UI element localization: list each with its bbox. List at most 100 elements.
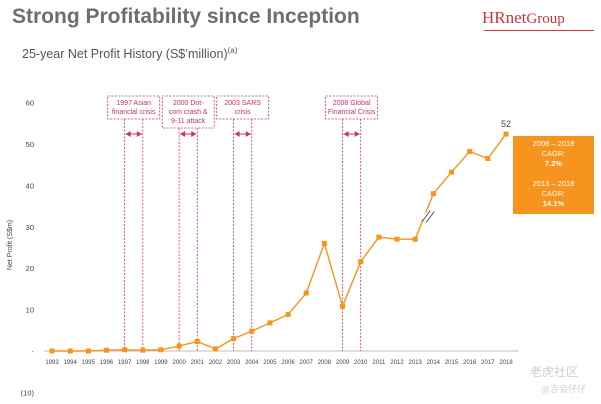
annotation-box: [107, 95, 161, 120]
x-tick-label: 2002: [209, 360, 223, 366]
y-tick-label: -: [32, 347, 35, 356]
data-point: [194, 338, 200, 344]
x-tick-label: 2016: [463, 360, 477, 366]
cagr-period: 2008 – 2018: [532, 139, 575, 148]
page-title: Strong Profitability since Inception: [12, 5, 360, 28]
annotation-box: [325, 95, 379, 120]
x-tick-label: 2003: [227, 360, 241, 366]
x-tick-label: 2008: [318, 360, 332, 366]
annotation-box: [161, 95, 215, 129]
data-point: [103, 347, 109, 353]
data-point: [376, 234, 382, 240]
data-point: [176, 343, 182, 349]
cagr-value: 14.1%: [542, 199, 565, 208]
annotation-label: 2003 SARS: [224, 100, 261, 107]
y-tick-label: 10: [26, 306, 34, 315]
x-tick-label: 1996: [100, 360, 114, 366]
cagr-box-2008-2018: 2008 – 2018 CAGR: 7.2%: [513, 136, 594, 177]
data-point: [449, 169, 455, 175]
watermark-handle: @吉会仔仔: [541, 385, 587, 395]
annotation-label: 9-11 attack: [171, 118, 206, 125]
data-point: [394, 236, 400, 242]
x-tick-label: 2004: [245, 360, 259, 366]
annotation-arrowhead: [354, 131, 360, 137]
axis-break-mark: [425, 211, 435, 223]
x-tick-label: 2001: [191, 360, 205, 366]
x-tick-label: 1994: [63, 360, 77, 366]
data-point: [430, 191, 436, 197]
x-tick-label: 2009: [336, 360, 350, 366]
y-tick-label: 50: [26, 140, 34, 149]
cagr-period: 2013 – 2018: [532, 179, 575, 188]
company-logo: HRnetGroup: [482, 8, 565, 28]
data-point: [122, 347, 128, 353]
data-point: [249, 328, 255, 334]
logo-main: HRnet: [482, 8, 527, 27]
data-point: [267, 320, 273, 326]
data-point: [340, 303, 346, 309]
annotation-arrowhead: [125, 131, 131, 137]
x-tick-label: 2005: [263, 360, 277, 366]
y-tick-label: 60: [26, 99, 34, 108]
annotation-label: com crash &: [169, 109, 208, 116]
x-tick-label: 2014: [427, 360, 441, 366]
annotation-arrowhead: [245, 131, 251, 137]
annotation-arrowhead: [234, 131, 240, 137]
logo-sub: Group: [526, 11, 565, 27]
x-tick-label: 1999: [154, 360, 168, 366]
subtitle-text: 25-year Net Profit History (S$’million): [22, 47, 228, 62]
logo-underline: [484, 30, 594, 31]
data-point: [358, 259, 364, 265]
annotation-label: Financial Crisis: [328, 109, 376, 116]
data-point: [158, 347, 164, 353]
annotation-label: 2008 Global: [333, 100, 371, 107]
data-point: [412, 236, 418, 242]
data-point: [467, 148, 473, 154]
data-point: [485, 155, 491, 161]
data-point: [140, 347, 146, 353]
cagr-label: CAGR:: [541, 189, 566, 198]
y-tick-label: (10): [21, 388, 35, 397]
x-tick-label: 2000: [172, 360, 186, 366]
y-axis-label: Net Profit (S$m): [7, 220, 14, 270]
subtitle-footnote-marker: (a): [227, 46, 238, 55]
annotation-arrowhead: [343, 131, 349, 137]
annotation-label: 1997 Asian: [116, 100, 151, 107]
data-point: [85, 348, 91, 354]
chart-subtitle: 25-year Net Profit History (S$’million)(…: [22, 46, 237, 61]
data-point: [321, 240, 327, 246]
series-line: [52, 133, 507, 352]
x-tick-label: 2006: [281, 360, 295, 366]
x-tick-label: 1993: [45, 360, 59, 366]
x-tick-label: 2010: [354, 360, 368, 366]
data-point: [67, 348, 73, 354]
x-tick-label: 2013: [409, 360, 423, 366]
x-tick-label: 1998: [136, 360, 150, 366]
annotation-box: [216, 95, 270, 120]
x-tick-label: 1997: [118, 360, 132, 366]
end-value-label: 52: [501, 119, 511, 129]
y-tick-label: 20: [26, 264, 34, 273]
cagr-value: 7.2%: [544, 159, 563, 168]
data-point: [503, 131, 509, 137]
x-tick-label: 2018: [499, 360, 513, 366]
annotation-arrowhead: [191, 131, 197, 137]
axis-break-mark: [421, 210, 431, 222]
cagr-label: CAGR:: [541, 149, 566, 158]
data-point: [49, 348, 55, 354]
watermark-text: 老虎社区: [530, 365, 579, 379]
x-tick-label: 2012: [390, 360, 404, 366]
annotation-label: 2000 Dot-: [173, 100, 204, 107]
x-tick-label: 2017: [481, 360, 495, 366]
y-tick-label: 40: [26, 181, 34, 190]
x-tick-label: 2007: [300, 360, 314, 366]
annotation-label: crisis: [235, 109, 251, 116]
cagr-box-2013-2018: 2013 – 2018 CAGR: 14.1%: [513, 176, 594, 214]
y-tick-label: 30: [26, 223, 34, 232]
data-point: [231, 336, 237, 342]
data-point: [285, 312, 291, 318]
data-point: [212, 346, 218, 352]
x-tick-label: 2011: [372, 360, 386, 366]
annotation-arrowhead: [180, 131, 186, 137]
